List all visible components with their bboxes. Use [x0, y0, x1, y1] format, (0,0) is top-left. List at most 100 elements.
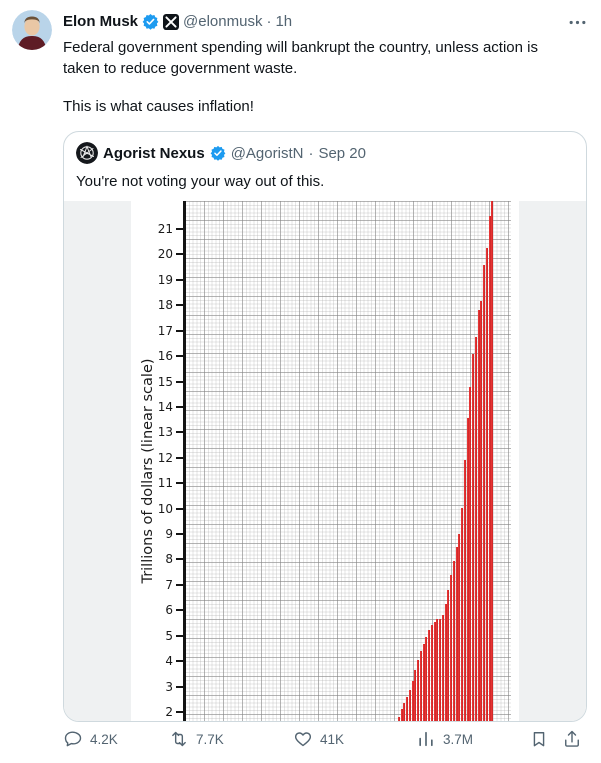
y-tick-label: 11	[157, 476, 173, 491]
debt-bar	[488, 215, 491, 721]
y-tick-mark	[176, 482, 186, 485]
y-tick-label: 21	[157, 222, 173, 237]
quoted-avatar[interactable]	[76, 142, 98, 164]
dot-separator: ·	[266, 13, 272, 30]
y-tick-label: 18	[157, 298, 173, 313]
debt-bar	[480, 301, 483, 721]
y-tick-label: 5	[165, 628, 173, 643]
chart-y-axis-label: Trillions of dollars (linear scale)	[140, 358, 156, 584]
bookmark-icon	[533, 732, 545, 747]
tweet-text: Federal government spending will bankrup…	[63, 37, 577, 117]
tweet-paragraph: This is what causes inflation!	[63, 98, 254, 115]
like-icon	[294, 732, 312, 747]
debt-bar	[436, 618, 439, 721]
debt-bar	[491, 201, 494, 721]
y-tick-label: 9	[165, 527, 173, 542]
debt-bar	[485, 248, 488, 721]
debt-bar	[408, 690, 411, 721]
author-name[interactable]: Elon Musk	[63, 13, 139, 30]
y-tick-label: 12	[157, 450, 173, 465]
debt-bar	[441, 615, 444, 721]
share-button[interactable]	[562, 729, 582, 749]
author-avatar-image	[12, 10, 52, 50]
quoted-tweet-card[interactable]: Agorist Nexus @AgoristN · Sep 20 You're …	[63, 131, 587, 722]
y-tick-mark	[176, 380, 186, 383]
y-tick-mark	[176, 634, 186, 637]
debt-bar	[439, 618, 442, 721]
debt-chart: Trillions of dollars (linear scale) 21 20…	[131, 201, 519, 721]
debt-bar	[463, 460, 466, 721]
reply-button[interactable]: 4.2K	[63, 729, 118, 749]
repost-button[interactable]: 7.7K	[169, 729, 224, 749]
debt-bar	[428, 630, 431, 721]
views-count: 3.7M	[443, 731, 474, 747]
debt-bar	[474, 337, 477, 721]
debt-bar	[447, 590, 450, 721]
author-handle[interactable]: @elonmusk	[183, 13, 263, 30]
debt-bar	[422, 643, 425, 721]
y-tick-mark	[176, 456, 186, 459]
debt-bar	[406, 696, 409, 721]
y-tick-mark	[176, 533, 186, 536]
y-tick-label: 14	[157, 399, 173, 414]
debt-bar	[411, 680, 414, 721]
debt-bar	[469, 386, 472, 721]
debt-bar	[450, 575, 453, 721]
debt-bar	[444, 604, 447, 721]
views-icon	[419, 731, 433, 747]
debt-bar	[433, 622, 436, 721]
y-tick-label: 4	[165, 654, 173, 669]
debt-bar	[472, 354, 475, 721]
debt-bar	[397, 716, 400, 721]
y-tick-label: 20	[157, 247, 173, 262]
y-tick-mark	[176, 304, 186, 307]
share-icon	[565, 730, 579, 747]
chart-plot-area	[185, 201, 511, 721]
quoted-media[interactable]: Trillions of dollars (linear scale) 21 20…	[64, 201, 586, 721]
quoted-verified-icon	[210, 145, 226, 161]
quoted-author-name[interactable]: Agorist Nexus	[103, 144, 205, 162]
debt-bar	[452, 561, 455, 721]
y-tick-mark	[176, 558, 186, 561]
debt-bar	[458, 533, 461, 721]
y-tick-mark	[176, 711, 186, 713]
y-tick-label: 19	[157, 272, 173, 287]
quoted-dot-separator: ·	[308, 144, 314, 162]
y-tick-mark	[176, 253, 186, 256]
tweet-header: Elon Musk @elonmusk · 1h	[63, 13, 292, 30]
debt-bar	[417, 659, 420, 721]
quoted-header: Agorist Nexus @AgoristN · Sep 20	[76, 142, 366, 164]
like-button[interactable]: 41K	[293, 729, 344, 749]
timestamp[interactable]: 1h	[275, 13, 293, 30]
tweet-paragraph: Federal government spending will bankrup…	[63, 39, 538, 77]
y-tick-mark	[176, 685, 186, 688]
quoted-handle: @AgoristN	[230, 144, 304, 162]
more-button[interactable]	[565, 10, 589, 34]
y-tick-mark	[176, 583, 186, 586]
y-tick-label: 17	[157, 323, 173, 338]
repost-icon	[172, 731, 186, 747]
debt-bar	[414, 669, 417, 721]
debt-bar	[483, 265, 486, 721]
debt-bar	[455, 546, 458, 721]
y-tick-mark	[176, 431, 186, 434]
author-avatar[interactable]	[12, 10, 52, 50]
like-count: 41K	[320, 731, 345, 747]
quoted-timestamp: Sep 20	[318, 144, 366, 162]
y-tick-mark	[176, 228, 186, 231]
debt-bar	[461, 508, 464, 721]
bookmark-button[interactable]	[529, 729, 549, 749]
y-tick-label: 6	[165, 603, 173, 618]
debt-bar	[466, 418, 469, 721]
y-tick-mark	[176, 329, 186, 332]
y-tick-label: 3	[165, 679, 173, 694]
y-tick-mark	[176, 660, 186, 663]
more-icon	[569, 20, 585, 24]
y-tick-label: 8	[165, 552, 173, 567]
debt-bar	[425, 636, 428, 721]
y-tick-mark	[176, 507, 186, 510]
x-affiliate-icon	[163, 13, 180, 30]
views-button[interactable]: 3.7M	[416, 729, 473, 749]
y-tick-label: 16	[157, 349, 173, 364]
